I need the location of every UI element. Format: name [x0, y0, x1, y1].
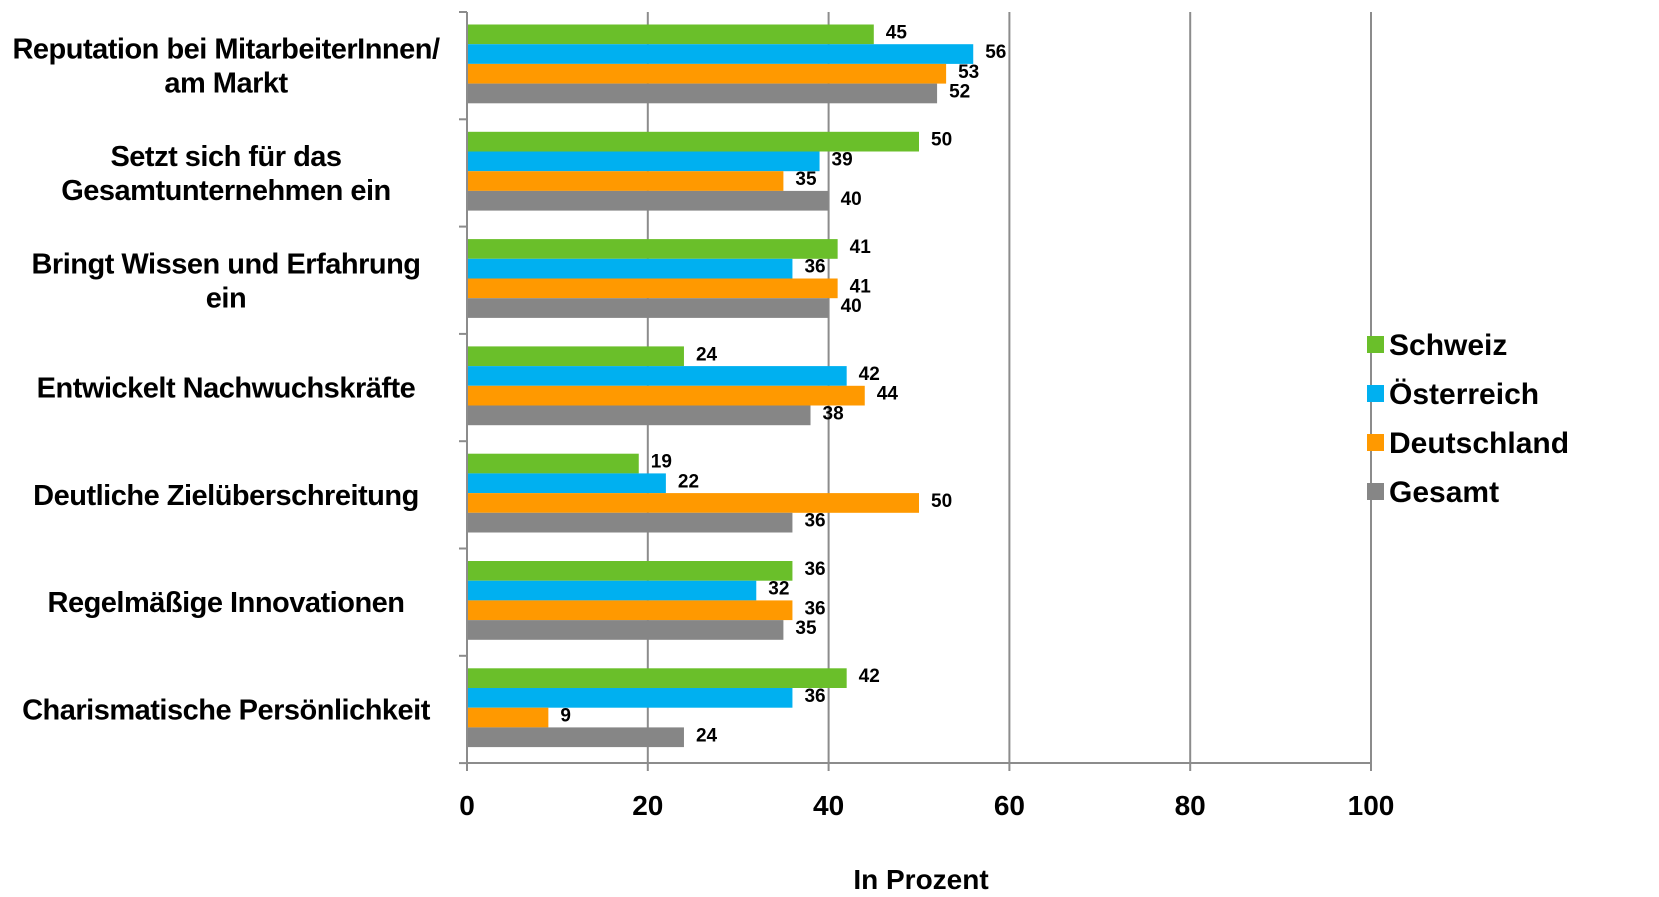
category-label-line: Gesamtunternehmen ein: [61, 175, 391, 207]
bar-gesamt-6: [467, 727, 684, 748]
category-label-line: Bringt Wissen und Erfahrung: [31, 248, 420, 280]
bar-österreich-4: [467, 473, 666, 494]
data-label: 36: [804, 257, 825, 278]
bar-österreich-2: [467, 258, 793, 279]
axes: [459, 11, 1372, 771]
category-label-line: Entwickelt Nachwuchskräfte: [37, 373, 416, 405]
category-label-line: ein: [206, 282, 246, 314]
data-label: 36: [804, 511, 825, 532]
bar-österreich-0: [467, 44, 974, 64]
data-label: 36: [804, 686, 825, 707]
bar-gesamt-5: [467, 620, 784, 640]
bar-deutschland-1: [467, 171, 784, 191]
data-label: 44: [877, 384, 899, 405]
category-label-line: Deutliche Zielüberschreitung: [33, 480, 419, 512]
data-label: 19: [651, 452, 672, 473]
bar-schweiz-0: [467, 24, 874, 45]
legend-label-3: Gesamt: [1389, 476, 1499, 509]
bar-österreich-6: [467, 688, 793, 708]
x-tick-label-100: 100: [1348, 790, 1395, 821]
category-label-0: Reputation bei MitarbeiterInnen/am Markt: [12, 34, 440, 100]
category-label-2: Bringt Wissen und Erfahrung ein: [31, 248, 420, 314]
x-tick-label-20: 20: [632, 790, 663, 821]
legend-label-1: Österreich: [1389, 378, 1539, 411]
data-label: 32: [768, 579, 789, 600]
x-tick-label-40: 40: [813, 790, 844, 821]
data-labels: 4556535250393540413641402442443819225036…: [560, 22, 1006, 746]
bar-gesamt-3: [467, 405, 811, 426]
legend-label-2: Deutschland: [1389, 427, 1569, 460]
legend-swatch-deutschland: [1367, 434, 1384, 451]
category-label-line: Charismatische Persönlichkeit: [22, 694, 431, 726]
category-label-line: Regelmäßige Innovationen: [48, 587, 405, 619]
x-tick-label-60: 60: [994, 790, 1025, 821]
data-label: 52: [949, 81, 970, 102]
category-labels: Reputation bei MitarbeiterInnen/am Markt…: [12, 34, 440, 727]
legend-label-0: Schweiz: [1389, 329, 1507, 362]
data-label: 50: [931, 130, 952, 151]
bar-deutschland-0: [467, 63, 947, 84]
bar-österreich-1: [467, 151, 820, 172]
legend: Schweiz Österreich Deutschland Gesamt: [1367, 329, 1569, 509]
data-label: 41: [850, 276, 872, 297]
category-label-6: Charismatische Persönlichkeit: [22, 694, 431, 726]
bar-gesamt-2: [467, 298, 829, 318]
category-label-line: Setzt sich für das: [110, 141, 341, 173]
data-label: 9: [560, 706, 571, 727]
x-tick-labels: 0 20 40 60 80 100: [459, 790, 1394, 821]
data-label: 35: [795, 169, 817, 190]
data-label: 40: [841, 296, 862, 317]
x-axis-title: In Prozent: [853, 864, 988, 895]
bar-deutschland-6: [467, 707, 549, 728]
bar-österreich-5: [467, 580, 757, 601]
data-label: 39: [832, 149, 853, 170]
data-label: 35: [795, 618, 817, 639]
x-tick-label-0: 0: [459, 790, 475, 821]
bar-schweiz-3: [467, 346, 684, 367]
bar-gesamt-1: [467, 190, 829, 211]
data-label: 53: [958, 62, 979, 83]
category-label-3: Entwickelt Nachwuchskräfte: [37, 373, 416, 405]
category-label-5: Regelmäßige Innovationen: [48, 587, 405, 619]
x-tick-label-80: 80: [1175, 790, 1206, 821]
legend-swatch-gesamt: [1367, 483, 1384, 500]
data-label: 41: [850, 237, 872, 258]
bar-schweiz-5: [467, 561, 793, 581]
bar-deutschland-2: [467, 278, 838, 299]
data-label: 36: [804, 559, 825, 580]
bar-gesamt-4: [467, 512, 793, 533]
legend-swatch-österreich: [1367, 385, 1384, 402]
category-label-line: Reputation bei MitarbeiterInnen/: [12, 34, 440, 66]
data-label: 38: [823, 403, 844, 424]
category-label-line: am Markt: [164, 68, 288, 100]
bar-schweiz-1: [467, 131, 919, 152]
bar-schweiz-4: [467, 453, 639, 474]
data-label: 24: [696, 344, 718, 365]
category-label-4: Deutliche Zielüberschreitung: [33, 480, 419, 512]
bar-schweiz-6: [467, 668, 847, 688]
data-label: 24: [696, 725, 718, 746]
category-label-1: Setzt sich für das Gesamtunternehmen ein: [61, 141, 391, 207]
bar-gesamt-0: [467, 83, 938, 104]
bar-schweiz-2: [467, 239, 838, 259]
data-label: 36: [804, 598, 825, 619]
bar-deutschland-3: [467, 385, 865, 406]
data-label: 56: [985, 42, 1006, 63]
data-label: 42: [859, 364, 880, 385]
bar-österreich-3: [467, 366, 847, 386]
bar-deutschland-5: [467, 600, 793, 621]
data-label: 22: [678, 471, 699, 492]
data-label: 42: [859, 666, 880, 687]
bars: [467, 24, 974, 748]
data-label: 50: [931, 491, 952, 512]
data-label: 40: [841, 189, 862, 210]
legend-swatch-schweiz: [1367, 336, 1384, 353]
bar-deutschland-4: [467, 493, 919, 513]
data-label: 45: [886, 22, 908, 43]
